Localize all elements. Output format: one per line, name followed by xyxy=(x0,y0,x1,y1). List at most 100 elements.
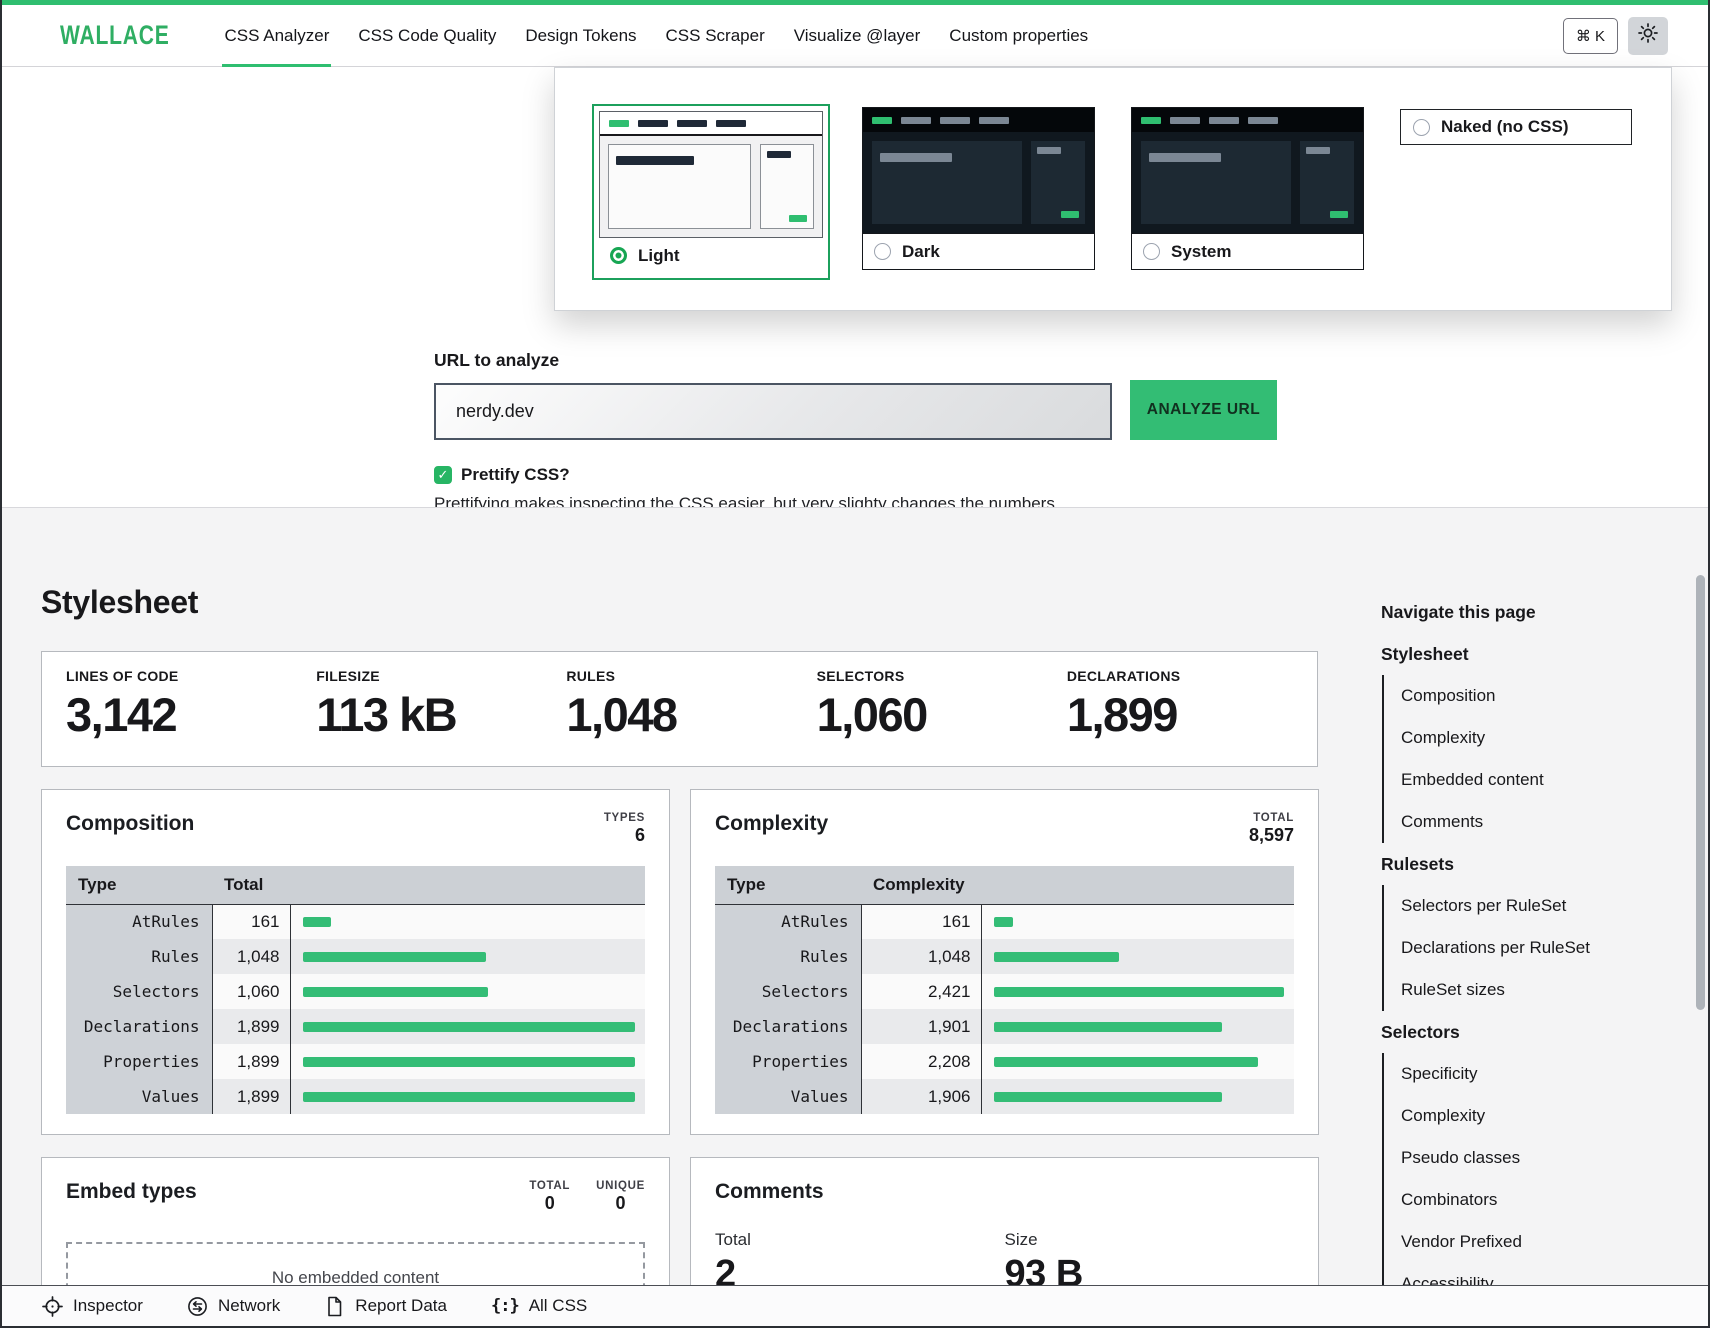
composition-table: Type Total AtRules161 Rules1,048 Selecto… xyxy=(66,866,645,1114)
bar xyxy=(303,917,331,927)
embed-total-value: 0 xyxy=(529,1193,570,1214)
toc-link-selectors-per-ruleset[interactable]: Selectors per RuleSet xyxy=(1384,885,1671,927)
light-theme-preview xyxy=(599,111,823,238)
stat-label: RULES xyxy=(566,668,816,684)
dark-theme-preview xyxy=(863,108,1094,233)
toc-link-comments[interactable]: Comments xyxy=(1384,801,1671,843)
bar xyxy=(994,952,1120,962)
bar xyxy=(994,1092,1223,1102)
stat-lines-of-code: LINES OF CODE 3,142 xyxy=(66,668,316,766)
column-header-type: Type xyxy=(66,866,212,904)
toc-link-combinators[interactable]: Combinators xyxy=(1384,1179,1671,1221)
theme-option-dark[interactable]: Dark xyxy=(862,107,1095,270)
stat-label: LINES OF CODE xyxy=(66,668,316,684)
toc-link-selector-complexity[interactable]: Complexity xyxy=(1384,1095,1671,1137)
toc-link-embedded-content[interactable]: Embedded content xyxy=(1384,759,1671,801)
composition-title: Composition xyxy=(66,812,194,836)
toc-link-vendor-prefixed[interactable]: Vendor Prefixed xyxy=(1384,1221,1671,1263)
light-radio[interactable] xyxy=(610,247,627,264)
tab-css-analyzer[interactable]: CSS Analyzer xyxy=(222,5,331,67)
theme-option-naked[interactable]: Naked (no CSS) xyxy=(1400,109,1632,145)
dark-radio[interactable] xyxy=(874,243,891,260)
document-icon xyxy=(324,1296,345,1317)
system-label: System xyxy=(1171,242,1231,262)
complexity-title: Complexity xyxy=(715,812,828,836)
crosshair-icon xyxy=(42,1296,63,1317)
toc-link-specificity[interactable]: Specificity xyxy=(1384,1053,1671,1095)
tab-css-scraper[interactable]: CSS Scraper xyxy=(664,5,767,67)
command-palette-button[interactable]: ⌘ K xyxy=(1563,18,1618,54)
bar xyxy=(303,987,489,997)
page-title: Stylesheet xyxy=(41,584,198,621)
table-row: Values1,899 xyxy=(66,1079,645,1114)
bar xyxy=(303,1022,636,1032)
stylesheet-stats-card: LINES OF CODE 3,142 FILESIZE 113 kB RULE… xyxy=(41,651,1318,767)
toc-link-ruleset-sizes[interactable]: RuleSet sizes xyxy=(1384,969,1671,1011)
naked-radio[interactable] xyxy=(1413,119,1430,136)
nav-actions: ⌘ K xyxy=(1563,17,1668,55)
toc-link-complexity[interactable]: Complexity xyxy=(1384,717,1671,759)
prettify-checkbox[interactable]: ✓ xyxy=(434,466,452,484)
table-row: Declarations1,899 xyxy=(66,1009,645,1044)
page-navigation: Navigate this page Stylesheet Compositio… xyxy=(1381,591,1671,1305)
tab-design-tokens[interactable]: Design Tokens xyxy=(523,5,638,67)
table-row: Selectors1,060 xyxy=(66,974,645,1009)
composition-meta-label: TYPES xyxy=(604,812,645,824)
column-header-type: Type xyxy=(715,866,861,904)
theme-toggle-button[interactable] xyxy=(1628,17,1668,55)
url-input[interactable] xyxy=(434,383,1112,440)
toc-link-declarations-per-ruleset[interactable]: Declarations per RuleSet xyxy=(1384,927,1671,969)
stat-value: 113 kB xyxy=(316,687,566,742)
stat-value: 1,048 xyxy=(566,687,816,742)
embed-total-label: TOTAL xyxy=(529,1180,570,1192)
tab-custom-properties[interactable]: Custom properties xyxy=(947,5,1090,67)
wallace-logo[interactable]: WALLACE xyxy=(60,20,170,51)
field-label: Size xyxy=(1005,1230,1295,1250)
stat-declarations: DECLARATIONS 1,899 xyxy=(1067,668,1317,766)
stat-label: SELECTORS xyxy=(817,668,1067,684)
report-section: Stylesheet LINES OF CODE 3,142 FILESIZE … xyxy=(2,507,1708,1326)
stat-selectors: SELECTORS 1,060 xyxy=(817,668,1067,766)
toc-link-composition[interactable]: Composition xyxy=(1384,675,1671,717)
table-row: Properties1,899 xyxy=(66,1044,645,1079)
toc-section-selectors: Selectors Specificity Complexity Pseudo … xyxy=(1381,1011,1671,1305)
table-row: AtRules161 xyxy=(715,904,1294,939)
toc-section-rulesets: Rulesets Selectors per RuleSet Declarati… xyxy=(1381,843,1671,1011)
field-label: Total xyxy=(715,1230,1005,1250)
stat-value: 1,060 xyxy=(817,687,1067,742)
stat-filesize: FILESIZE 113 kB xyxy=(316,668,566,766)
toc-link-rulesets[interactable]: Rulesets xyxy=(1381,843,1671,885)
toolbar-all-css[interactable]: {:} All CSS xyxy=(491,1296,587,1316)
stat-label: DECLARATIONS xyxy=(1067,668,1317,684)
tab-css-code-quality[interactable]: CSS Code Quality xyxy=(356,5,498,67)
composition-card: Composition TYPES 6 Type Total AtRules16… xyxy=(41,789,670,1135)
analyze-url-button[interactable]: ANALYZE URL xyxy=(1130,380,1277,440)
toolbar-label: Network xyxy=(218,1296,280,1316)
stat-value: 3,142 xyxy=(66,687,316,742)
page-scrollbar[interactable] xyxy=(1696,575,1705,1010)
toolbar-label: Report Data xyxy=(355,1296,447,1316)
bar xyxy=(994,1022,1222,1032)
column-header-bar xyxy=(290,866,645,904)
toc-link-selectors[interactable]: Selectors xyxy=(1381,1011,1671,1053)
system-radio[interactable] xyxy=(1143,243,1160,260)
theme-option-light[interactable]: Light xyxy=(592,104,830,280)
prettify-option: ✓ Prettify CSS? xyxy=(434,465,570,485)
app-window: WALLACE CSS Analyzer CSS Code Quality De… xyxy=(0,0,1710,1328)
column-header-bar xyxy=(981,866,1294,904)
toolbar-inspector[interactable]: Inspector xyxy=(42,1296,143,1317)
tab-visualize-layer[interactable]: Visualize @layer xyxy=(792,5,923,67)
table-row: Selectors2,421 xyxy=(715,974,1294,1009)
table-row: Rules1,048 xyxy=(66,939,645,974)
toc-link-stylesheet[interactable]: Stylesheet xyxy=(1381,633,1671,675)
toolbar-network[interactable]: Network xyxy=(187,1296,280,1317)
complexity-table: Type Complexity AtRules161 Rules1,048 Se… xyxy=(715,866,1294,1114)
toc-link-pseudo-classes[interactable]: Pseudo classes xyxy=(1384,1137,1671,1179)
toc-section-stylesheet: Stylesheet Composition Complexity Embedd… xyxy=(1381,633,1671,843)
bar xyxy=(303,952,487,962)
theme-option-system[interactable]: System xyxy=(1131,107,1364,270)
table-row: Rules1,048 xyxy=(715,939,1294,974)
toolbar-report-data[interactable]: Report Data xyxy=(324,1296,447,1317)
table-row: Properties2,208 xyxy=(715,1044,1294,1079)
light-label: Light xyxy=(638,246,680,266)
